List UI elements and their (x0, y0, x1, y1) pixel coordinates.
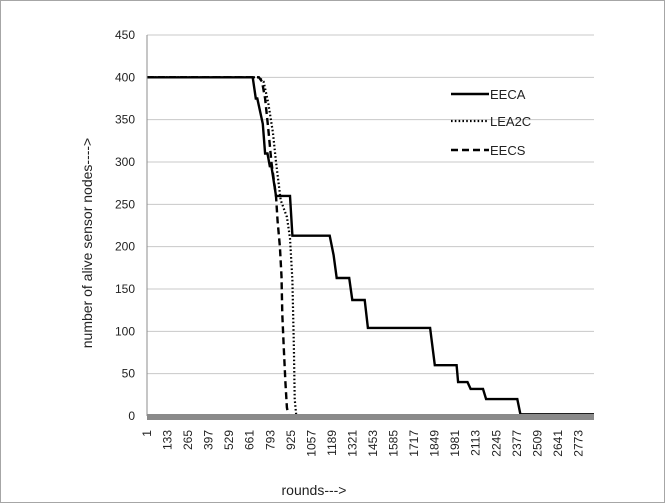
legend: EECA LEA2C EECS (451, 87, 531, 158)
y-tick-label: 0 (128, 409, 135, 423)
x-tick-label: 793 (263, 430, 277, 450)
series-line-eecs (147, 76, 594, 418)
x-tick-label: 661 (243, 430, 257, 450)
axes (146, 35, 594, 420)
x-tick-label: 1585 (387, 430, 401, 457)
y-tick-label: 400 (115, 70, 135, 84)
y-tick-label: 150 (115, 282, 135, 296)
x-tick-labels: 1 133 265 397 529 661 793 925 1057 1189 1321 1453 15… (140, 430, 585, 457)
x-tick-label: 1981 (448, 430, 462, 457)
y-tick-label: 200 (115, 240, 135, 254)
x-tick-label: 1717 (407, 430, 421, 457)
series-lines (147, 76, 594, 418)
y-tick-label: 450 (115, 28, 135, 42)
x-tick-label: 2641 (551, 430, 565, 457)
grid-lines (147, 34, 594, 417)
x-tick-label: 925 (284, 430, 298, 450)
x-tick-label: 1057 (304, 430, 318, 457)
y-tick-label: 300 (115, 155, 135, 169)
series-line-lea2c (147, 76, 594, 418)
x-tick-label: 1189 (325, 430, 339, 456)
y-tick-labels: 0 50 100 150 200 250 300 350 400 450 (115, 28, 135, 423)
x-tick-label: 1453 (366, 430, 380, 457)
x-tick-label: 2377 (510, 430, 524, 457)
x-tick-label: 1849 (428, 430, 442, 457)
series-line-eeca (147, 76, 594, 416)
x-tick-label: 1 (140, 430, 154, 437)
y-axis-label: number of alive sensor nodes----> (79, 138, 95, 349)
x-tick-label: 2773 (571, 430, 585, 457)
x-tick-label: 2245 (489, 430, 503, 457)
x-tick-label: 397 (202, 430, 216, 450)
x-tick-label: 265 (181, 430, 195, 450)
y-tick-label: 350 (115, 113, 135, 127)
x-axis-bar (147, 414, 594, 420)
legend-label-lea2c: LEA2C (490, 114, 531, 129)
x-tick-label: 2509 (530, 430, 544, 457)
x-tick-label: 2113 (469, 430, 483, 456)
legend-label-eecs: EECS (490, 143, 526, 158)
y-tick-label: 100 (115, 324, 135, 338)
x-tick-label: 1321 (345, 430, 359, 457)
y-tick-label: 50 (122, 367, 136, 381)
x-axis-label: rounds---> (282, 482, 347, 498)
x-tick-label: 133 (161, 430, 175, 450)
y-tick-label: 250 (115, 197, 135, 211)
legend-label-eeca: EECA (490, 87, 526, 102)
x-tick-label: 529 (222, 430, 236, 450)
